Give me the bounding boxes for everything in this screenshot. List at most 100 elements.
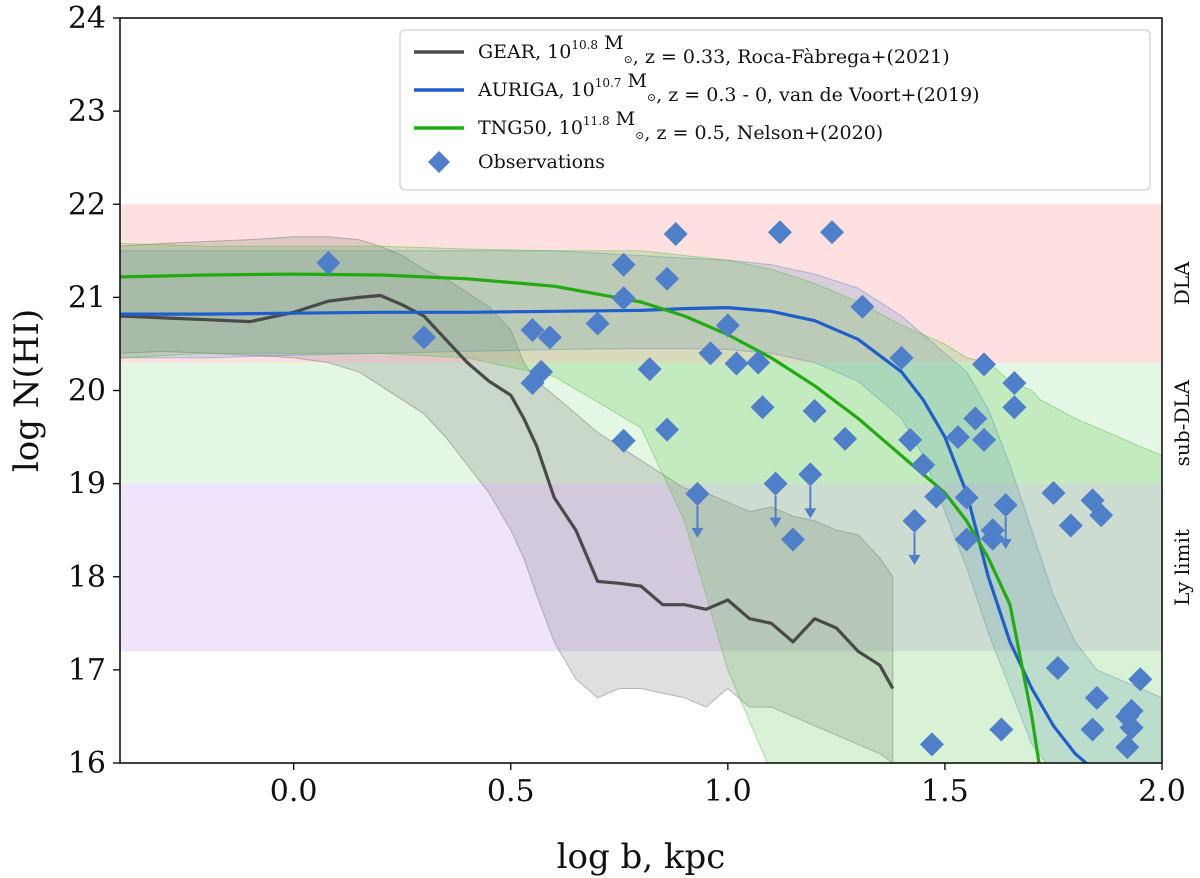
- observation-point: [850, 294, 875, 319]
- observation-point: [1115, 735, 1140, 760]
- legend-label-observations: Observations: [478, 151, 605, 173]
- x-axis-label: log b, kpc: [557, 837, 726, 877]
- observation-point: [1045, 656, 1070, 681]
- legend-swatch-observations: [428, 151, 450, 173]
- band-label-ly-limit: Ly limit: [1170, 529, 1194, 606]
- upper-limit-arrow-head: [908, 554, 921, 565]
- legend-label-tng50: TNG50, 1011.8 M⊙, z = 0.5, Nelson+(2020): [478, 108, 883, 144]
- legend: GEAR, 1010.8 M⊙, z = 0.33, Roca-Fàbrega+…: [399, 29, 1151, 191]
- legend-superscript: 10.8: [571, 38, 598, 52]
- observation-point: [898, 427, 923, 452]
- observation-point: [763, 471, 788, 496]
- y-tick-label: 18: [68, 560, 106, 595]
- observation-point: [1119, 698, 1144, 723]
- observation-point: [655, 266, 680, 291]
- x-tick-label: 1.0: [704, 774, 752, 809]
- observation-point: [746, 350, 771, 375]
- observation-point: [767, 220, 792, 245]
- observation-point: [1002, 371, 1027, 396]
- model-lines: [120, 272, 1089, 763]
- observation-point: [993, 493, 1018, 518]
- observation-point: [698, 341, 723, 366]
- legend-subscript: ⊙: [635, 129, 644, 142]
- scatter-region-gear: [120, 236, 894, 763]
- legend-text-part: , z = 0.3 - 0, van de Voort+(2019): [656, 84, 979, 106]
- observation-point: [971, 427, 996, 452]
- observation-point: [411, 325, 436, 350]
- observation-point: [1080, 717, 1105, 742]
- upper-limit-arrow-head: [691, 527, 704, 538]
- legend-label-gear: GEAR, 1010.8 M⊙, z = 0.33, Roca-Fàbrega+…: [478, 32, 950, 68]
- y-tick-label: 17: [68, 653, 106, 688]
- legend-label-auriga: AURIGA, 1010.7 M⊙, z = 0.3 - 0, van de V…: [477, 70, 980, 106]
- observation-point: [724, 351, 749, 376]
- observation-point: [611, 252, 636, 277]
- legend-subscript: ⊙: [647, 91, 656, 104]
- observation-point: [989, 717, 1014, 742]
- observation-point: [798, 462, 823, 487]
- legend-subscript: ⊙: [624, 53, 633, 66]
- observation-point: [945, 425, 970, 450]
- legend-superscript: 10.7: [595, 76, 622, 90]
- observation-point: [1084, 685, 1109, 710]
- observation-point: [637, 357, 662, 382]
- observation-points: [316, 220, 1153, 760]
- scatter-region-auriga: [120, 250, 1162, 763]
- y-tick-label: 20: [68, 374, 106, 409]
- x-tick-label: 2.0: [1138, 774, 1186, 809]
- band-dla: [120, 204, 1162, 363]
- legend-text-part: , z = 0.33, Roca-Fàbrega+(2021): [633, 46, 950, 68]
- observation-point: [919, 732, 944, 757]
- observation-point: [802, 398, 827, 423]
- legend-text-part: M: [610, 108, 636, 130]
- y-tick-label: 22: [68, 187, 106, 222]
- band-ly-limit: [120, 483, 1162, 652]
- legend-text-part: , z = 0.5, Nelson+(2020): [644, 122, 883, 144]
- y-tick-label: 23: [68, 94, 106, 129]
- observation-point: [663, 222, 688, 247]
- observation-point: [715, 313, 740, 338]
- upper-limit-arrow-head: [804, 508, 817, 519]
- observation-point: [954, 485, 979, 510]
- observation-point: [1058, 513, 1083, 538]
- observation-point: [750, 395, 775, 420]
- observation-point: [954, 527, 979, 552]
- observation-point: [520, 317, 545, 342]
- observation-point: [971, 352, 996, 377]
- observation-point: [820, 220, 845, 245]
- observation-point: [611, 428, 636, 453]
- y-tick-label: 16: [68, 746, 106, 781]
- observation-point: [316, 250, 341, 275]
- series-line-tng50: [120, 272, 1041, 763]
- band-labels: DLA sub-DLA Ly limit: [1170, 261, 1194, 606]
- band-label-dla: DLA: [1170, 261, 1194, 305]
- legend-superscript: 11.8: [583, 114, 610, 128]
- observation-point: [911, 453, 936, 477]
- observation-point: [963, 406, 988, 431]
- y-tick-label: 21: [68, 280, 106, 315]
- observation-point: [1128, 667, 1153, 692]
- legend-text-part: TNG50, 10: [478, 117, 583, 139]
- upper-limit-arrow-head: [769, 517, 782, 528]
- band-label-sub-dla: sub-DLA: [1170, 379, 1194, 466]
- observation-point: [611, 286, 636, 311]
- observation-point: [1119, 715, 1144, 740]
- legend-text-part: AURIGA, 10: [477, 79, 595, 101]
- observation-point: [537, 325, 562, 350]
- observation-point: [889, 345, 914, 370]
- legend-text-part: M: [621, 70, 647, 92]
- band-sub-dla: [120, 362, 1162, 484]
- y-axis-label: log N(HI): [7, 309, 47, 472]
- observation-point: [685, 481, 710, 506]
- series-line-gear: [120, 293, 895, 690]
- y-tick-label: 24: [68, 1, 106, 36]
- observation-point: [924, 484, 949, 509]
- observation-point: [833, 426, 858, 451]
- y-tick-label: 19: [68, 467, 106, 502]
- observation-point: [1002, 395, 1027, 420]
- legend-text-part: M: [598, 32, 624, 54]
- x-tick-label: 1.5: [921, 774, 969, 809]
- observation-point: [980, 526, 1005, 551]
- observation-point: [1041, 480, 1066, 505]
